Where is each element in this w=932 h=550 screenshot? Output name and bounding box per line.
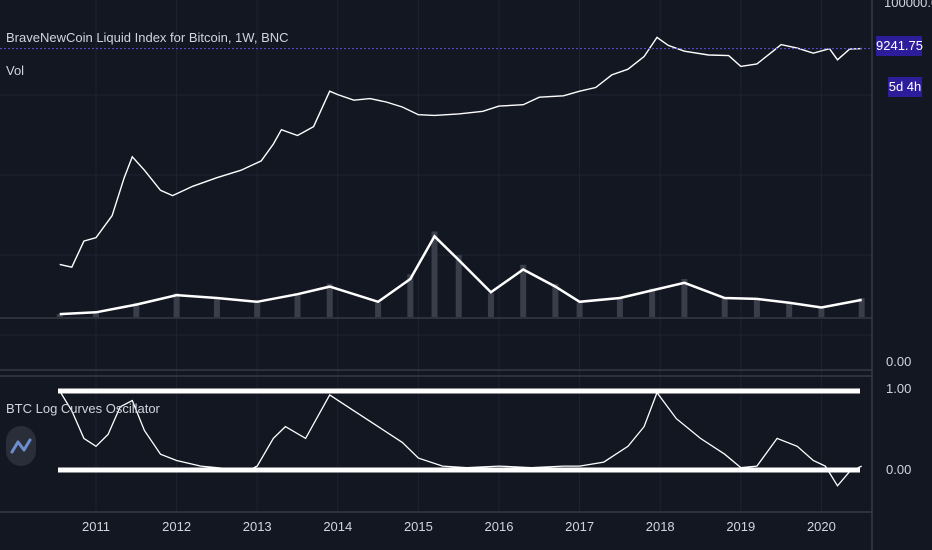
volume-bar — [786, 302, 793, 317]
volume-bar — [616, 298, 623, 317]
oscillator-title[interactable]: BTC Log Curves Oscillator — [6, 401, 160, 416]
x-tick-label: 2013 — [243, 519, 272, 534]
volume-bar — [818, 307, 825, 317]
volume-bar — [721, 298, 728, 317]
volume-bar — [294, 293, 301, 317]
x-tick-label: 2018 — [646, 519, 675, 534]
volume-bar — [576, 302, 583, 317]
x-tick-label: 2019 — [726, 519, 755, 534]
volume-ma-line — [59, 234, 862, 316]
volume-bar — [455, 255, 462, 317]
volume-bar — [213, 298, 220, 317]
volume-bar — [93, 311, 99, 317]
x-axis-ticks: 2011 2012 2013 2014 2015 2016 2017 2018 2019 2020 — [82, 519, 836, 534]
x-tick-label: 2016 — [485, 519, 514, 534]
volume-bar — [407, 274, 414, 317]
volume-bar — [375, 302, 382, 317]
countdown-tag: 5d 4h — [888, 77, 922, 97]
volume-bar — [552, 283, 559, 317]
oscillator-zero-label: 0.00 — [886, 462, 912, 477]
x-tick-label: 2012 — [162, 519, 191, 534]
volume-bars — [56, 231, 865, 317]
oscillator-reference-lines — [58, 388, 860, 473]
last-price-tag: 9241.75 — [876, 36, 923, 56]
volume-label[interactable]: Vol — [6, 63, 25, 78]
volume-bar — [431, 231, 438, 317]
volume-bar — [681, 279, 688, 317]
x-tick-label: 2011 — [82, 519, 110, 534]
volume-bar — [520, 264, 527, 317]
volume-bar — [649, 288, 656, 317]
chart-logo-icon — [10, 438, 32, 454]
price-scale-top-label: 100000.00 — [884, 0, 932, 10]
pane-separators — [0, 0, 873, 550]
volume-bar — [133, 302, 140, 317]
volume-bar — [326, 283, 333, 317]
volume-bar — [56, 314, 63, 317]
x-tick-label: 2020 — [807, 519, 836, 534]
oscillator-one-label: 1.00 — [886, 381, 912, 396]
volume-bar — [254, 302, 261, 317]
volume-bar — [753, 298, 760, 317]
volume-zero-label: 0.00 — [886, 354, 912, 369]
x-tick-label: 2015 — [404, 519, 433, 534]
x-tick-label: 2017 — [565, 519, 594, 534]
price-line — [59, 36, 862, 269]
volume-bar — [858, 298, 865, 317]
oscillator-line — [59, 390, 862, 487]
symbol-title[interactable]: BraveNewCoin Liquid Index for Bitcoin, 1… — [6, 30, 289, 45]
volume-bar — [173, 293, 180, 317]
x-tick-label: 2014 — [323, 519, 352, 534]
volume-bar — [487, 293, 494, 317]
tradingview-logo[interactable] — [6, 426, 36, 466]
